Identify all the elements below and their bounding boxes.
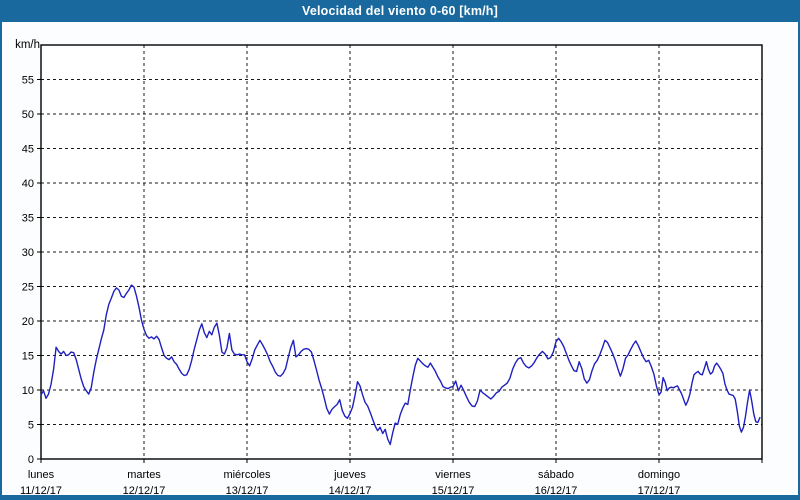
- chart-title: Velocidad del viento 0-60 [km/h]: [301, 4, 499, 18]
- y-axis-unit-label: km/h: [15, 39, 40, 51]
- chart-canvas: [2, 22, 798, 495]
- chart-title-bar: Velocidad del viento 0-60 [km/h]: [0, 0, 800, 22]
